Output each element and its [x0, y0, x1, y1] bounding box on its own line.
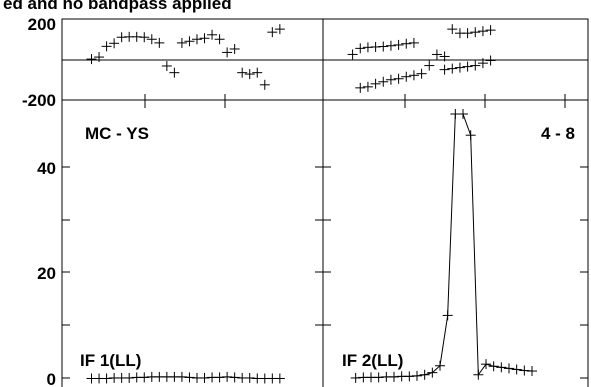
left-phase-point-18 — [222, 47, 233, 58]
left-phase-point-22 — [252, 67, 263, 78]
left-phase-point-7 — [139, 32, 150, 43]
right-phase-point-4 — [378, 41, 389, 52]
left-amp-point-5 — [124, 372, 135, 383]
right-phase-point-33 — [485, 55, 496, 66]
amp-tick-40: 40 — [37, 159, 56, 178]
left-phase-point-13 — [184, 36, 195, 47]
data-marks — [86, 24, 537, 384]
right-phase-point-24 — [408, 70, 419, 81]
right-amp-point-15 — [465, 130, 476, 141]
right-amp-point-21 — [511, 364, 522, 375]
left-phase-point-20 — [237, 67, 248, 78]
right-amp-point-20 — [504, 363, 514, 374]
right-amp-point-16 — [473, 369, 484, 380]
left-phase-point-25 — [274, 24, 285, 35]
left-phase-point-12 — [176, 37, 187, 48]
right-amp-point-7 — [404, 371, 415, 382]
left-phase-point-23 — [259, 79, 270, 90]
right-phase-point-7 — [401, 38, 412, 49]
right-phase-point-5 — [385, 40, 396, 51]
left-phase-point-21 — [244, 69, 255, 80]
left-phase-point-10 — [161, 60, 172, 71]
left-phase-point-8 — [146, 34, 157, 45]
left-amp-point-12 — [176, 371, 187, 382]
right-phase-point-29 — [454, 62, 465, 73]
right-phase-point-28 — [447, 63, 458, 74]
left-baseline-label: MC - YS — [85, 124, 149, 143]
left-phase-point-15 — [199, 33, 210, 44]
right-phase-point-17 — [355, 82, 366, 93]
left-phase-point-1 — [94, 52, 105, 63]
right-phase-point-15 — [477, 26, 488, 37]
left-phase-point-3 — [109, 38, 120, 49]
left-amp-point-13 — [184, 372, 195, 383]
right-phase-point-11 — [447, 24, 458, 35]
right-phase-point-10 — [439, 51, 450, 62]
right-phase-point-30 — [462, 61, 473, 72]
right-amp-line — [355, 113, 533, 379]
right-phase-point-21 — [385, 74, 396, 85]
left-phase-point-19 — [229, 43, 240, 54]
left-amp-point-19 — [229, 372, 240, 383]
left-phase-point-17 — [214, 34, 225, 45]
right-amp-point-8 — [412, 370, 422, 381]
right-amp-point-19 — [496, 362, 507, 373]
left-phase-point-14 — [191, 34, 202, 45]
left-amp-point-2 — [101, 373, 112, 384]
left-phase-point-11 — [169, 67, 180, 78]
right-amp-point-12 — [442, 310, 453, 321]
right-phase-point-27 — [439, 64, 450, 75]
left-if-label: IF 1(LL) — [80, 351, 141, 370]
right-amp-point-18 — [488, 361, 499, 372]
left-phase-point-2 — [101, 41, 112, 52]
right-amp-point-5 — [389, 371, 399, 382]
right-phase-point-6 — [393, 39, 404, 50]
right-phase-point-26 — [424, 60, 435, 71]
right-phase-point-8 — [408, 37, 419, 48]
right-amp-point-0 — [350, 372, 361, 383]
right-amp-point-23 — [527, 366, 537, 377]
right-phase-point-1 — [355, 43, 366, 54]
left-amp-point-25 — [274, 373, 285, 384]
phase-tick-bottom: -200 — [22, 91, 56, 110]
right-phase-point-32 — [477, 58, 488, 69]
right-phase-point-31 — [470, 60, 481, 71]
left-phase-point-0 — [86, 54, 97, 65]
amp-tick-20: 20 — [37, 264, 56, 283]
left-phase-point-16 — [207, 29, 218, 40]
right-phase-point-9 — [431, 49, 442, 60]
right-amp-point-17 — [481, 359, 491, 370]
amp-tick-0: 0 — [47, 370, 56, 387]
left-amp-point-17 — [214, 372, 225, 383]
right-phase-point-18 — [362, 81, 373, 92]
right-amp-point-14 — [458, 109, 468, 119]
right-phase-point-19 — [370, 78, 381, 89]
left-amp-point-7 — [139, 372, 150, 383]
right-amp-point-22 — [519, 365, 530, 376]
left-phase-point-24 — [267, 27, 278, 38]
right-phase-point-14 — [470, 27, 481, 38]
phase-tick-top: 200 — [28, 15, 56, 34]
left-amp-point-21 — [244, 372, 255, 383]
right-phase-point-22 — [393, 73, 404, 84]
right-amp-point-3 — [373, 372, 384, 383]
right-amp-point-9 — [419, 369, 430, 380]
left-amp-point-18 — [222, 371, 233, 382]
right-phase-point-23 — [401, 71, 412, 82]
right-if-label: IF 2(LL) — [342, 351, 403, 370]
right-phase-point-13 — [462, 28, 473, 39]
right-phase-point-16 — [485, 25, 496, 36]
left-amp-point-15 — [199, 372, 210, 383]
axis-ticks — [62, 94, 588, 379]
left-phase-point-9 — [154, 37, 165, 48]
right-phase-point-20 — [378, 76, 389, 87]
right-amp-point-11 — [435, 360, 445, 371]
plot-title: ed and no bandpass applied — [3, 0, 232, 13]
right-phase-point-25 — [416, 68, 427, 79]
right-baseline-label: 4 - 8 — [541, 124, 575, 143]
right-phase-point-0 — [347, 49, 358, 60]
right-amp-point-10 — [427, 367, 438, 378]
